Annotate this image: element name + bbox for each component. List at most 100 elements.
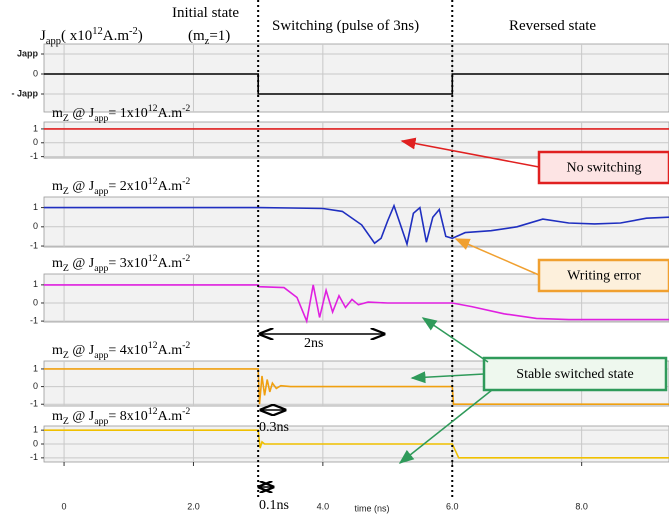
header-switching: Switching (pulse of 3ns) [272, 18, 419, 34]
x-axis-label: time (ns) [354, 503, 389, 513]
panel-title-part: app [94, 186, 108, 197]
y-tick-label: -1 [30, 452, 38, 462]
panel-title-part: Z [63, 113, 69, 124]
trace [44, 73, 669, 95]
y-tick-label: -1 [30, 399, 38, 409]
header-initial: Initial state [172, 5, 239, 21]
panel-title-part: app [94, 263, 108, 274]
y-tick-label: 1 [33, 202, 38, 212]
y-tick-label: 0 [33, 381, 38, 391]
y-tick-label: 1 [33, 363, 38, 373]
panel-title-part: 12 [148, 406, 158, 417]
arrow [454, 238, 540, 276]
panel-title-part: @ J [69, 409, 95, 424]
y-tick-label: -1 [30, 151, 38, 161]
panel-title-part: 12 [148, 103, 158, 114]
panel-title-part: A.m [158, 179, 183, 194]
panel-title-part: m [52, 343, 63, 358]
panel-title-part: = 3x10 [108, 256, 147, 271]
x-tick-label: 4.0 [317, 501, 330, 511]
panel-title-part: -2 [182, 253, 190, 264]
arrow [410, 371, 485, 384]
header-japp-part: -2 [129, 26, 138, 37]
y-tick-label: 0 [33, 221, 38, 231]
panel-title-part: -2 [182, 103, 190, 114]
callout-text: No switching [566, 161, 641, 176]
panel-title-part: m [52, 179, 63, 194]
header-reversed: Reversed state [509, 18, 596, 34]
panel-title-part: 12 [148, 340, 158, 351]
panel-title-part: = 1x10 [108, 106, 147, 121]
header-japp-part: A.m [103, 28, 130, 44]
panel-title: mZ @ Japp= 1x1012A.m-2 [52, 103, 190, 124]
header-mz-part: z [205, 36, 210, 47]
panel-bg [43, 43, 669, 113]
y-tick-label: 1 [33, 123, 38, 133]
panel-title-part: = 4x10 [108, 343, 147, 358]
panel-title-part: A.m [158, 409, 183, 424]
panel-title-part: Z [63, 416, 69, 427]
panel-title-part: m [52, 409, 63, 424]
panel-title-part: m [52, 256, 63, 271]
x-tick-label: 6.0 [446, 501, 459, 511]
panel-title-part: app [94, 350, 108, 361]
panel-title-part: -2 [182, 406, 190, 417]
panel-title: mZ @ Japp= 3x1012A.m-2 [52, 253, 190, 274]
panel-title-part: @ J [69, 179, 95, 194]
x-tick-label: 2.0 [187, 501, 200, 511]
callout-box [537, 150, 669, 185]
callout-box [537, 258, 669, 293]
panel-title-part: -2 [182, 340, 190, 351]
y-tick-label: 0 [33, 68, 38, 78]
y-tick-label: 0 [33, 297, 38, 307]
callout-text: Stable switched state [516, 367, 633, 382]
arrow [421, 317, 489, 363]
panel-title-part: = 2x10 [108, 179, 147, 194]
panel-title-part: A.m [158, 343, 183, 358]
y-tick-label: - Japp [11, 88, 38, 98]
x-tick-label: 0 [62, 501, 67, 511]
y-tick-label: 0 [33, 438, 38, 448]
header-japp-part: app [46, 36, 61, 47]
trace [44, 203, 669, 248]
overlay: Initial state (mz=1)Japp( x1012A.m-2)Swi… [40, 0, 669, 513]
header-japp-part: ) [138, 28, 143, 44]
panel-title-part: A.m [158, 256, 183, 271]
x-tick-label: 8.0 [575, 501, 588, 511]
panel-title-part: app [94, 113, 108, 124]
y-tick-label: -1 [30, 240, 38, 250]
header-mz: (mz=1) [188, 28, 230, 47]
panel-title-part: = 8x10 [108, 409, 147, 424]
arrow [400, 137, 540, 168]
panel-title-part: @ J [69, 106, 95, 121]
panel-title-part: Z [63, 186, 69, 197]
panel-title-part: @ J [69, 256, 95, 271]
panel-title-part: m [52, 106, 63, 121]
trace [44, 284, 669, 324]
panel-title-part: 12 [148, 253, 158, 264]
duration-label: 2ns [304, 336, 323, 351]
y-tick-label: 0 [33, 137, 38, 147]
y-tick-label: 1 [33, 279, 38, 289]
panel-title-part: Z [63, 350, 69, 361]
header-japp-part: ( x10 [61, 28, 92, 44]
header-japp: Japp( x1012A.m-2) [40, 26, 143, 47]
panel-title: mZ @ Japp= 4x1012A.m-2 [52, 340, 190, 361]
y-tick-label: -1 [30, 315, 38, 325]
header-mz-part: (m [188, 28, 205, 44]
header-japp-part: J [40, 28, 46, 44]
panel-title-part: 12 [148, 176, 158, 187]
header-mz-part: =1) [209, 28, 230, 44]
y-tick-label: Japp [17, 48, 39, 58]
trace [44, 368, 669, 405]
panel-title-part: Z [63, 263, 69, 274]
callout-text: Writing error [567, 269, 641, 284]
panel-title-part: @ J [69, 343, 95, 358]
callout-box [482, 356, 668, 392]
duration-label: 0.3ns [259, 420, 289, 435]
panel-title: mZ @ Japp= 2x1012A.m-2 [52, 176, 190, 197]
header-japp-part: 12 [92, 26, 103, 37]
y-tick-label: 1 [33, 425, 38, 435]
